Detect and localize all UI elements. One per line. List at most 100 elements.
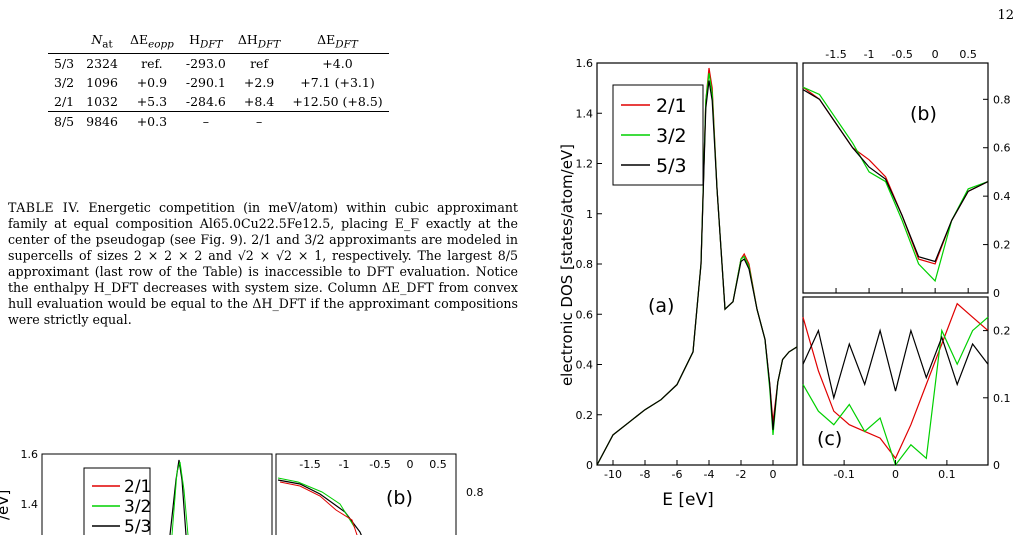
thumb-xtick: -1	[339, 458, 350, 471]
table-cell: 8/5	[54, 113, 75, 129]
table-cell: +7.1 (+3.1)	[300, 74, 375, 90]
y-tick-label: 0.2	[993, 239, 1011, 252]
table-cell: -290.1	[185, 74, 226, 90]
panel-label: (c)	[817, 428, 842, 450]
table-cell: 2324	[86, 55, 118, 71]
x-tick-label: -2	[736, 468, 747, 481]
y-tick-label: 0.6	[993, 142, 1011, 155]
table-cell: 1032	[80, 91, 124, 112]
thumb-panel-label: (b)	[386, 487, 413, 509]
series-line-2-1	[802, 302, 989, 460]
thumb-panel-a	[41, 453, 273, 535]
x-tick-label: 0	[892, 468, 899, 481]
thumbnail-figure: /eV] 1.6 1.4 2/1 3/2 5/3 -1.5 -1 -0.5 0 …	[0, 448, 484, 535]
page-number: 12	[997, 8, 1014, 23]
table-cell: –	[255, 113, 263, 129]
y-tick-label: 0.4	[576, 359, 594, 372]
thumb-xtick: -0.5	[369, 458, 390, 471]
thumb-ytick: 1.6	[21, 448, 39, 461]
table-cell: 1096	[86, 74, 118, 90]
panel-a: -10 -8 -6 -4 -2 0 0 0.2 0.4 0.6 0.8 1 1.2 1.4 1.6 (a) 2/…	[576, 57, 798, 481]
table-cell: 2/1	[48, 91, 81, 112]
series-line-5-3	[802, 89, 989, 263]
series-line-5-3	[596, 80, 798, 466]
table-cell: +0.3	[136, 113, 168, 129]
y-axis-label: electronic DOS [states/atom/eV]	[558, 144, 576, 386]
table-header: ΔEDFT	[286, 30, 389, 54]
panel-c: -0.1 0 0.1 0 0.1 0.2 (c)	[802, 296, 1011, 481]
thumb-legend	[83, 467, 151, 535]
table-cell: +0.9	[136, 74, 168, 90]
panel-b: -1.5 -1 -0.5 0 0.5 0 0.2 0.4 0.6 0.8 (b)	[802, 50, 1011, 300]
thumb-xtick: 0.5	[429, 458, 447, 471]
legend-label: 2/1	[656, 95, 687, 117]
y-tick-label: 0	[586, 459, 593, 472]
thumb-peak-green	[171, 461, 189, 535]
thumb-legend-label: 3/2	[124, 497, 151, 517]
dos-figure: electronic DOS [states/atom/eV] E [eV] -…	[558, 50, 1011, 510]
thumb-legend-label: 5/3	[124, 517, 151, 535]
table-header: ΔEeopp	[123, 30, 180, 54]
y-tick-label: 0.2	[576, 409, 594, 422]
table-header	[48, 30, 81, 54]
thumb-b-curve-green	[277, 477, 356, 529]
thumb-ytick: 1.4	[21, 498, 39, 511]
y-tick-label: 1	[586, 208, 593, 221]
table-cell: -284.6	[179, 91, 232, 112]
series-line-2-1	[802, 86, 989, 265]
table-header: Nat	[80, 30, 124, 54]
table-cell: ref.	[141, 55, 163, 71]
y-tick-label: 0.4	[993, 190, 1011, 203]
x-tick-label: -6	[672, 468, 683, 481]
thumb-xtick: -1.5	[299, 458, 320, 471]
table-cell: –	[202, 113, 209, 129]
table-cell	[286, 111, 388, 131]
table-cell: +4.0	[322, 55, 353, 71]
x-tick-label: -1.5	[825, 50, 846, 61]
y-tick-label: 0	[993, 287, 1000, 300]
x-tick-label: 0	[932, 50, 939, 61]
thumb-ylabel: /eV]	[0, 490, 12, 520]
table-cell: +5.3	[123, 91, 180, 112]
x-tick-label: -10	[604, 468, 622, 481]
panel-label: (b)	[910, 103, 937, 125]
table-cell: 9846	[86, 113, 118, 129]
table-cell: 3/2	[54, 74, 75, 90]
y-tick-label: 1.4	[576, 107, 594, 120]
y-tick-label: 0.8	[993, 93, 1011, 106]
table-caption: TABLE IV. Energetic competition (in meV/…	[8, 200, 518, 328]
thumb-peak	[169, 459, 187, 535]
table-cell: -293.0	[185, 55, 226, 71]
x-tick-label: -4	[704, 468, 715, 481]
table-cell: +12.50 (+8.5)	[286, 91, 389, 112]
series-line-5-3	[802, 328, 989, 401]
x-tick-label: 0.1	[938, 468, 956, 481]
thumb-right-ytick: 0.8	[466, 486, 484, 499]
y-tick-label: 0.2	[993, 325, 1011, 338]
x-tick-label: -0.5	[891, 50, 912, 61]
x-axis-label: E [eV]	[662, 490, 714, 510]
y-tick-label: 0	[993, 459, 1000, 472]
y-tick-label: 1.6	[576, 57, 594, 70]
table-cell: 5/3	[54, 55, 75, 71]
x-tick-label: -0.1	[833, 468, 854, 481]
x-tick-label: 0	[770, 468, 777, 481]
thumb-panel-b	[275, 453, 457, 535]
energetics-table: Nat ΔEeopp HDFT ΔHDFT ΔEDFT 5/3 2324 ref…	[48, 30, 389, 131]
table-header: ΔHDFT	[231, 30, 287, 54]
table-cell: +2.9	[243, 74, 275, 90]
table-cell: +8.4	[231, 91, 287, 112]
table-cell: ref	[250, 55, 269, 71]
thumb-b-curve	[277, 479, 362, 535]
caption-text: Energetic competition (in meV/atom) with…	[8, 200, 518, 327]
legend-label: 3/2	[656, 125, 687, 147]
thumb-legend-label: 2/1	[124, 477, 151, 497]
table-header: HDFT	[179, 30, 232, 54]
x-tick-label: -8	[640, 468, 651, 481]
thumb-xtick: 0	[407, 458, 414, 471]
y-tick-label: 0.6	[576, 308, 594, 321]
panel-label: (a)	[648, 295, 674, 317]
legend-label: 5/3	[656, 155, 687, 177]
x-tick-label: 0.5	[959, 50, 977, 61]
caption-label: TABLE IV.	[8, 200, 81, 215]
